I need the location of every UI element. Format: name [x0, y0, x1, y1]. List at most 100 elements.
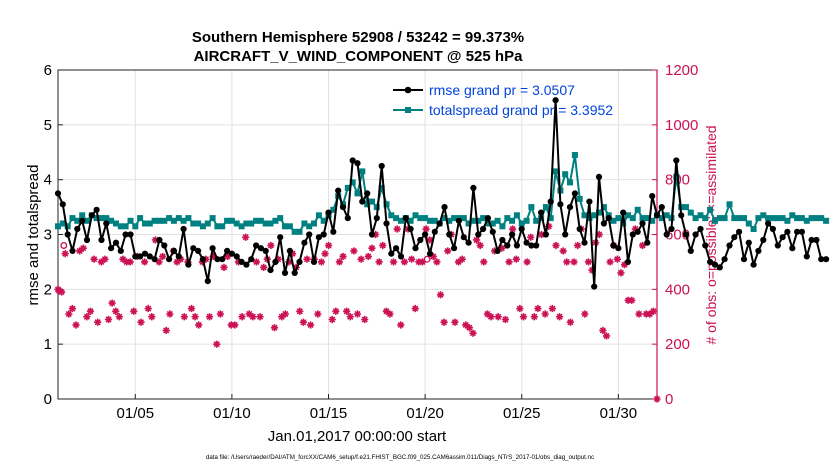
totalspread-point — [658, 215, 665, 222]
totalspread-point — [417, 215, 424, 222]
rmse-point — [301, 239, 308, 246]
obs-assimilated-marker — [642, 310, 650, 318]
rmse-point — [615, 245, 622, 252]
obs-assimilated-marker — [227, 321, 235, 329]
totalspread-point — [431, 217, 438, 224]
obs-count-series — [54, 222, 661, 403]
rmse-point — [117, 247, 124, 254]
obs-assimilated-marker — [530, 313, 538, 321]
totalspread-point — [55, 223, 61, 230]
obs-assimilated-marker — [563, 258, 571, 266]
obs-assimilated-marker — [444, 247, 452, 255]
totalspread-point — [127, 217, 134, 224]
obs-assimilated-marker — [454, 258, 463, 266]
obs-assimilated-marker — [581, 310, 589, 318]
obs-assimilated-marker — [555, 313, 564, 321]
rmse-point — [59, 201, 66, 208]
rmse-point — [745, 239, 752, 246]
rmse-point — [702, 242, 709, 249]
obs-assimilated-marker — [465, 324, 473, 332]
totalspread-point — [755, 215, 762, 222]
totalspread-point — [528, 204, 535, 211]
obs-assimilated-marker — [628, 296, 636, 304]
rmse-point — [576, 225, 583, 233]
totalspread-point — [625, 212, 631, 219]
obs-assimilated-marker — [83, 313, 91, 321]
totalspread-point — [393, 215, 400, 222]
obs-assimilated-marker — [101, 255, 109, 263]
obs-assimilated-marker — [288, 250, 297, 258]
totalspread-point — [726, 201, 733, 208]
obs-assimilated-marker — [180, 313, 188, 321]
totalspread-point — [301, 220, 308, 227]
rmse-point — [93, 206, 100, 213]
totalspread-point — [446, 217, 453, 224]
obs-assimilated-marker — [588, 266, 596, 274]
rmse-point — [591, 283, 598, 290]
obs-assimilated-marker — [505, 258, 513, 266]
obs-assimilated-marker — [595, 230, 603, 239]
rmse-point — [818, 256, 825, 263]
totalspread-point — [779, 215, 786, 222]
rmse-point — [624, 258, 632, 265]
y-left-tick-label: 4 — [44, 172, 52, 189]
rmse-point — [83, 236, 91, 244]
rmse-point — [823, 256, 830, 263]
obs-assimilated-marker — [281, 310, 289, 318]
rmse-point — [668, 225, 675, 233]
obs-assimilated-marker — [79, 244, 87, 252]
totalspread-point — [745, 220, 752, 227]
rmse-point — [349, 157, 356, 164]
totalspread-point — [475, 217, 482, 224]
rmse-point — [88, 212, 95, 219]
totalspread-point — [383, 201, 390, 208]
y-left-tick-label: 5 — [44, 117, 52, 134]
obs-assimilated-marker — [191, 313, 199, 321]
totalspread-point — [103, 215, 110, 222]
obs-assimilated-marker — [238, 313, 246, 321]
totalspread-point — [98, 215, 105, 222]
totalspread-point — [315, 212, 322, 219]
rmse-point — [397, 253, 405, 260]
rmse-point — [538, 209, 545, 216]
rmse-point — [663, 231, 670, 238]
rmse-point — [513, 242, 521, 249]
totalspread-point — [170, 217, 177, 224]
totalspread-point — [803, 217, 810, 224]
rmse-point — [291, 269, 298, 276]
y-right-tick-label: 1200 — [665, 62, 698, 79]
obs-assimilated-marker — [90, 255, 98, 263]
rmse-point — [233, 253, 240, 260]
obs-assimilated-marker — [570, 258, 578, 266]
totalspread-point — [692, 215, 699, 222]
obs-assimilated-marker — [631, 225, 639, 233]
y-right-tick-label: 0 — [665, 391, 673, 408]
rmse-point — [629, 231, 636, 238]
rmse-point — [238, 258, 245, 265]
rmse-point — [243, 261, 250, 268]
obs-assimilated-marker — [137, 318, 145, 326]
obs-assimilated-marker — [512, 255, 520, 263]
obs-assimilated-marker — [242, 233, 250, 241]
obs-assimilated-marker — [584, 258, 593, 266]
obs-assimilated-marker — [408, 255, 416, 263]
rmse-point — [789, 245, 796, 252]
obs-assimilated-marker — [411, 304, 419, 313]
rmse-point — [697, 225, 704, 233]
obs-assimilated-marker — [173, 258, 181, 266]
obs-assimilated-marker — [159, 252, 167, 261]
totalspread-point — [441, 215, 448, 222]
rmse-point — [755, 247, 762, 254]
totalspread-point — [673, 173, 680, 180]
obs-assimilated-marker — [54, 285, 62, 293]
rmse-point — [54, 190, 62, 197]
rmse-point — [257, 245, 264, 252]
obs-assimilated-marker — [115, 313, 123, 321]
totalspread-point — [813, 215, 820, 222]
totalspread-point — [591, 212, 598, 219]
y-right-tick-label: 1000 — [665, 117, 698, 134]
totalspread-point — [344, 184, 351, 191]
totalspread-point — [253, 217, 260, 224]
totalspread-point — [823, 217, 830, 224]
rmse-point — [813, 236, 820, 244]
